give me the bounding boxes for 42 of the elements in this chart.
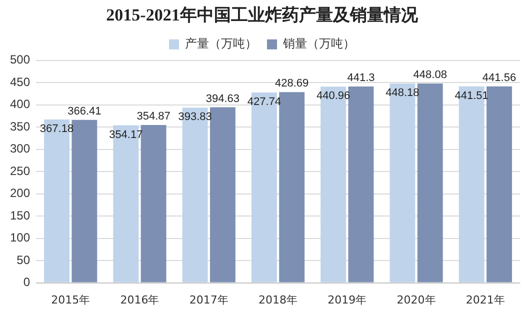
data-label: 354.17 bbox=[109, 128, 143, 141]
x-tick-label: 2018年 bbox=[258, 293, 298, 306]
y-tick-label: 50 bbox=[16, 252, 30, 267]
y-tick-label: 200 bbox=[10, 186, 30, 200]
bar bbox=[140, 124, 166, 282]
legend-label: 产量（万吨） bbox=[185, 36, 257, 51]
data-label: 394.63 bbox=[206, 92, 240, 105]
y-tick-label: 250 bbox=[10, 164, 30, 178]
x-tick-label: 2021年 bbox=[466, 293, 505, 306]
x-tick-label: 2019年 bbox=[328, 293, 367, 306]
y-tick-label: 150 bbox=[10, 208, 30, 222]
data-label: 441.3 bbox=[347, 72, 375, 84]
x-tick-label: 2017年 bbox=[189, 293, 228, 306]
data-label: 448.18 bbox=[386, 86, 420, 99]
y-tick-label: 350 bbox=[10, 119, 30, 134]
data-label: 441.51 bbox=[454, 90, 488, 102]
bar bbox=[210, 107, 236, 282]
y-tick-label: 500 bbox=[10, 52, 30, 67]
y-tick-label: 400 bbox=[10, 97, 30, 112]
x-tick-label: 2020年 bbox=[396, 293, 436, 306]
bar bbox=[348, 86, 374, 282]
bar bbox=[279, 92, 305, 282]
data-label: 367.18 bbox=[40, 123, 74, 136]
data-label: 428.69 bbox=[275, 78, 309, 90]
x-tick-label: 2016年 bbox=[120, 293, 160, 306]
data-label: 366.41 bbox=[68, 105, 102, 118]
y-tick-label: 450 bbox=[10, 74, 30, 89]
data-label: 393.83 bbox=[178, 111, 212, 124]
data-label: 448.08 bbox=[413, 69, 447, 82]
bar bbox=[417, 83, 443, 282]
y-tick-label: 300 bbox=[10, 142, 30, 156]
x-tick-label: 2015年 bbox=[51, 293, 90, 306]
y-tick-label: 0 bbox=[23, 275, 30, 290]
data-label: 440.96 bbox=[316, 90, 350, 102]
data-label: 354.87 bbox=[136, 110, 170, 122]
chart-title: 2015-2021年中国工业炸药产量及销量情况 bbox=[106, 6, 419, 25]
y-tick-label: 100 bbox=[10, 230, 30, 245]
bar bbox=[486, 86, 512, 282]
bar bbox=[72, 120, 98, 282]
legend-label: 销量（万吨） bbox=[282, 36, 355, 51]
data-label: 441.56 bbox=[482, 72, 516, 84]
data-label: 427.74 bbox=[247, 96, 282, 108]
